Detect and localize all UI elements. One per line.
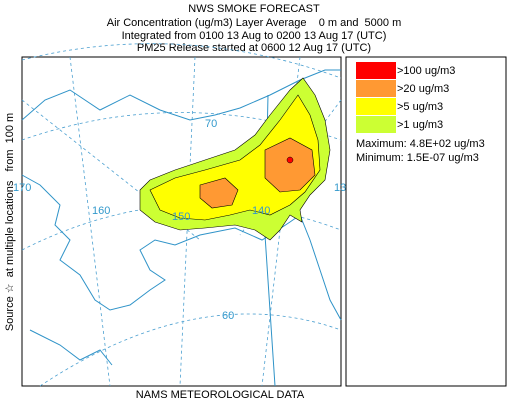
subtitle: Air Concentration (ug/m3) Layer Average … (107, 17, 402, 29)
graticule-label: 70 (205, 118, 217, 130)
legend-label: >1 ug/m3 (397, 119, 443, 131)
graticule-label: 150 (172, 211, 190, 223)
legend-label: >20 ug/m3 (397, 83, 449, 95)
source-label: Source ☆ at multiple locations from 100 … (4, 113, 16, 331)
smoke-plume (139, 77, 331, 241)
graticule-label: 140 (252, 205, 270, 217)
subtitle: Integrated from 0100 13 Aug to 0200 13 A… (122, 30, 387, 42)
legend-swatch (356, 62, 396, 79)
legend-swatch (356, 80, 396, 97)
graticule-label: 160 (92, 205, 110, 217)
legend-swatch (356, 98, 396, 115)
graticule-label: 170 (13, 182, 31, 194)
legend-maximum: Maximum: 4.8E+02 ug/m3 (356, 138, 485, 150)
title: NWS SMOKE FORECAST (188, 3, 320, 15)
legend-label: >5 ug/m3 (397, 101, 443, 113)
legend-label: >100 ug/m3 (397, 65, 455, 77)
footer: NAMS METEOROLOGICAL DATA (136, 389, 305, 401)
legend: >100 ug/m3 >20 ug/m3 >5 ug/m3 >1 ug/m3 Maxi… (345, 56, 507, 387)
subtitle: PM25 Release started at 0600 12 Aug 17 (… (137, 42, 371, 54)
legend-minimum: Minimum: 1.5E-07 ug/m3 (356, 152, 479, 164)
legend-swatch (356, 116, 396, 133)
graticule-label: 60 (222, 310, 234, 322)
